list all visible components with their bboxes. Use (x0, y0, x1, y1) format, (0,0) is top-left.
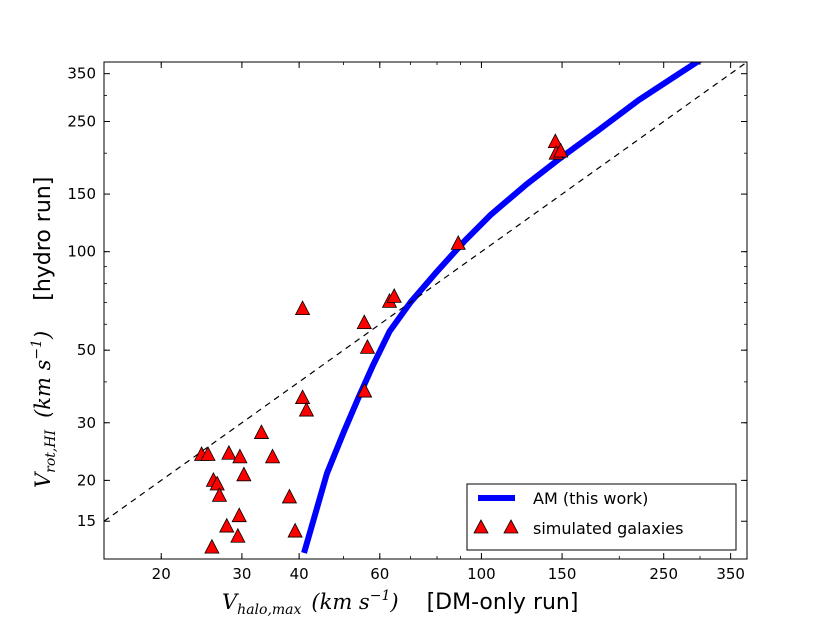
galaxy-point (450, 235, 466, 250)
galaxy-point (553, 142, 569, 158)
galaxy-point (232, 448, 248, 464)
x-axis-units: (km s (311, 590, 370, 614)
x-axis-units-exp: −1 (370, 588, 391, 604)
galaxy-point (264, 448, 281, 464)
legend-triangle-swatch-2 (503, 519, 519, 534)
x-tick-label: 30 (232, 565, 251, 583)
x-tick-label: 60 (370, 565, 389, 583)
plot-frame (103, 61, 748, 560)
plot-area (104, 62, 747, 559)
y-tick-label: 15 (77, 512, 96, 530)
x-axis-symbol: V (222, 590, 239, 614)
y-axis-label: Vrot,HI (km s−1) [hydro run] (29, 177, 59, 488)
y-axis-subscript: rot,HI (43, 429, 59, 472)
x-tick-label: 350 (716, 565, 745, 583)
y-axis-units: (km s (31, 359, 55, 418)
x-tick-label: 250 (649, 565, 678, 583)
galaxy-point (356, 382, 373, 398)
plot-content (104, 62, 747, 554)
x-axis-units-close: ) (389, 590, 398, 614)
legend: AM (this work) simulated galaxies (466, 483, 737, 551)
x-axis-subscript: halo,max (237, 602, 301, 618)
galaxy-point (209, 475, 225, 491)
galaxy-point (294, 300, 311, 315)
galaxy-point (211, 486, 228, 502)
galaxy-point (231, 507, 247, 523)
legend-triangle-swatch-1 (473, 519, 489, 534)
x-tick-label: 40 (290, 565, 309, 583)
x-tick-label: 150 (548, 565, 577, 583)
y-tick-label: 50 (77, 341, 96, 359)
axes-ticks: 20 30 40 60 100 150 250 350 15 20 30 50 100 150 250 350 (67, 62, 747, 583)
y-axis-units-exp: −1 (29, 339, 45, 360)
y-tick-label: 100 (67, 243, 96, 261)
galaxy-point (294, 389, 311, 405)
galaxy-point (359, 338, 376, 354)
x-axis-label: Vhalo,max (km s−1) [DM-only run] (222, 588, 578, 618)
y-tick-label: 150 (67, 185, 96, 203)
galaxy-point (221, 444, 237, 460)
y-tick-label: 250 (67, 112, 96, 130)
y-axis-symbol: V (31, 471, 55, 488)
x-tick-label: 100 (467, 565, 496, 583)
y-tick-label: 350 (67, 65, 96, 83)
galaxy-point (287, 522, 303, 538)
y-axis-suffix: [hydro run] (31, 177, 56, 301)
legend-label-galaxies: simulated galaxies (533, 519, 683, 538)
x-axis-suffix: [DM-only run] (427, 590, 579, 615)
galaxy-point (219, 517, 235, 533)
y-axis-units-close: ) (31, 331, 55, 340)
y-tick-label: 30 (77, 414, 96, 432)
galaxy-point (236, 466, 252, 482)
galaxy-point (356, 314, 372, 330)
galaxy-point (230, 527, 246, 543)
am-relation-line (301, 62, 702, 554)
galaxy-point (281, 488, 298, 504)
x-tick-label: 20 (152, 565, 171, 583)
legend-frame (466, 483, 737, 551)
legend-label-am: AM (this work) (533, 489, 648, 508)
y-tick-label: 20 (77, 471, 96, 489)
galaxy-point (204, 538, 220, 554)
galaxy-point (386, 288, 402, 303)
galaxy-point (200, 446, 216, 461)
galaxy-point (298, 401, 315, 417)
galaxy-point (253, 424, 270, 439)
